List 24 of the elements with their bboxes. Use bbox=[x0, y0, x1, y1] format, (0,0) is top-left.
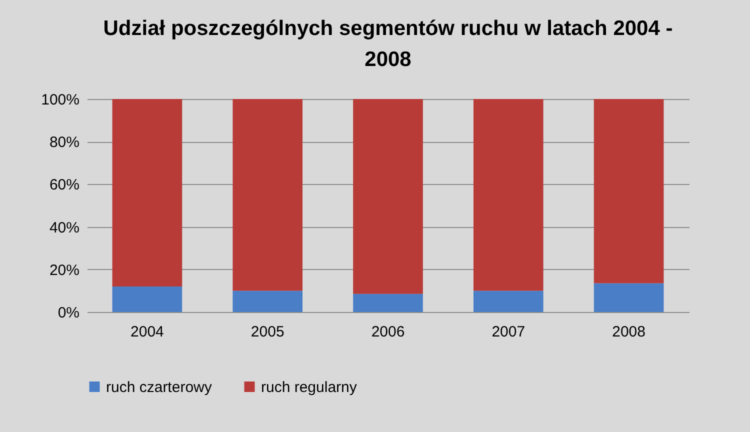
bar bbox=[232, 99, 303, 291]
x-tick-label: 2008 bbox=[612, 324, 646, 340]
chart-title: Udział poszczególnych segmentów ruchu w latach 2004 - 2008 bbox=[103, 17, 673, 71]
bar bbox=[473, 99, 544, 291]
bar bbox=[594, 283, 664, 312]
y-tick-label: 20% bbox=[49, 262, 80, 279]
x-tick-label: 2005 bbox=[250, 324, 284, 340]
legend-label: ruch czarterowy bbox=[106, 378, 212, 396]
x-tick-label: 2004 bbox=[130, 324, 164, 340]
bar bbox=[594, 99, 664, 284]
y-tick-label: 100% bbox=[41, 92, 80, 108]
y-tick-label: 60% bbox=[49, 176, 80, 194]
legend-label: ruch regularny bbox=[261, 378, 358, 396]
x-tick-label: 2007 bbox=[492, 324, 526, 340]
bar bbox=[112, 99, 182, 286]
y-tick-label: 40% bbox=[49, 219, 80, 236]
bar bbox=[112, 286, 182, 312]
bar bbox=[353, 294, 423, 312]
x-tick-label: 2006 bbox=[371, 324, 405, 340]
y-tick-label: 0% bbox=[58, 304, 80, 322]
bar bbox=[232, 290, 303, 312]
y-tick-label: 80% bbox=[49, 134, 80, 152]
bar bbox=[353, 99, 423, 294]
bar bbox=[473, 290, 544, 312]
